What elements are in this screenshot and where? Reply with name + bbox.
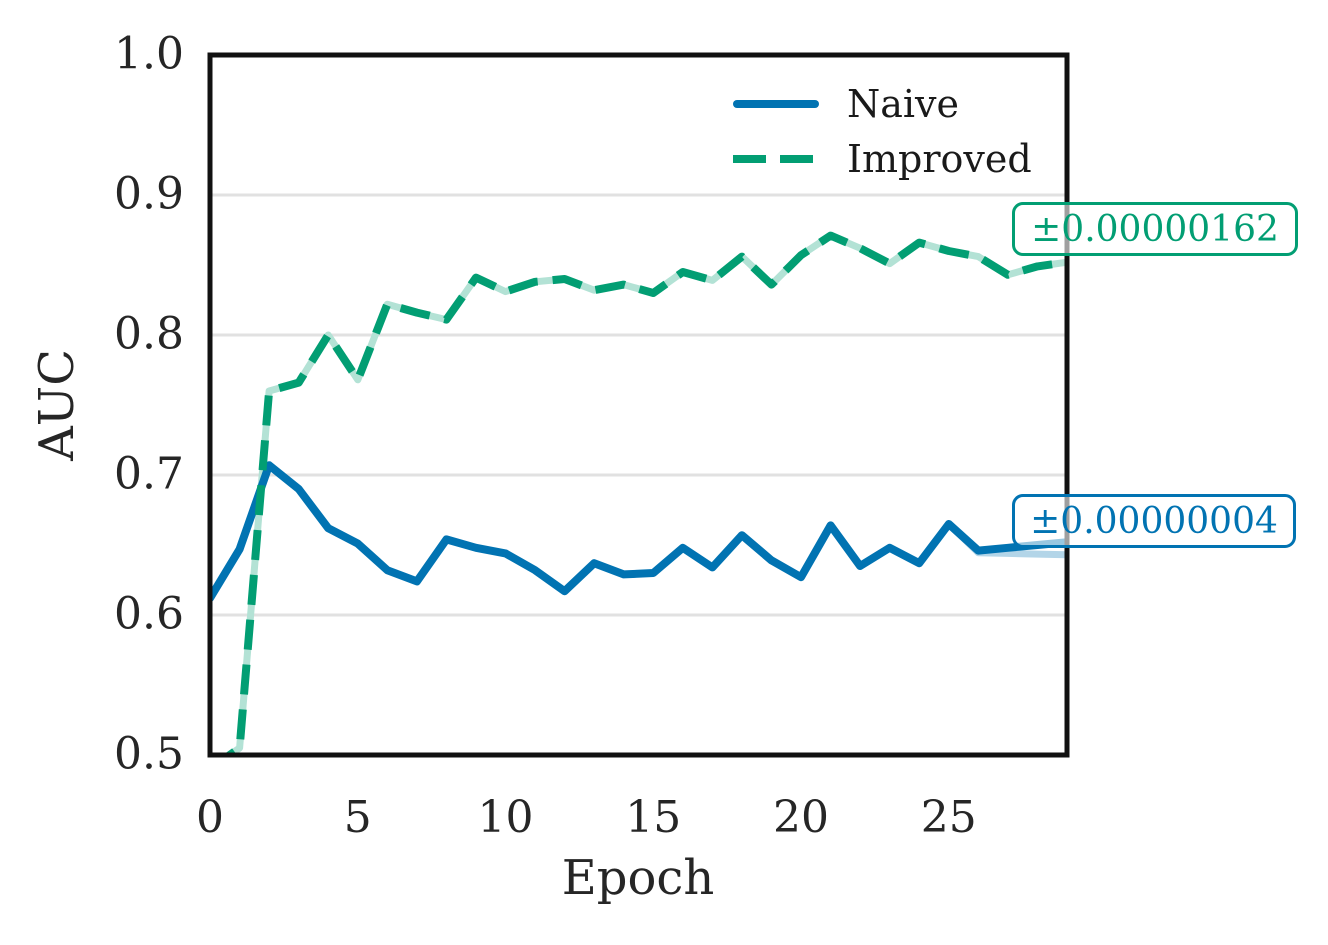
x-tick-label: 15 [625, 792, 682, 843]
x-axis-title: Epoch [561, 850, 715, 906]
x-tick-label: 10 [477, 792, 534, 843]
x-tick-label: 25 [920, 792, 977, 843]
y-tick-label: 0.8 [114, 308, 184, 360]
y-tick-label: 0.6 [114, 588, 184, 640]
x-tick-label: 5 [343, 792, 372, 843]
improved-line-sample-icon [733, 155, 819, 163]
y-tick-label: 0.5 [114, 728, 184, 780]
improved-series-line [222, 231, 1067, 755]
y-tick-label: 0.7 [114, 448, 184, 500]
x-tick-label: 20 [773, 792, 830, 843]
axes-spines [207, 52, 1070, 758]
y-tick-label: 0.9 [114, 168, 184, 220]
naive-std-annotation: ±0.00000004 [1012, 494, 1296, 548]
legend-item-improved: Improved [733, 138, 1032, 180]
improved-std-annotation: ±0.00000162 [1012, 202, 1298, 256]
improved-error-band [223, 232, 1067, 755]
naive-series-line [210, 461, 1067, 603]
y-tick-label: 1.0 [114, 28, 184, 80]
legend-label-improved: Improved [847, 137, 1032, 181]
x-tick-label: 0 [196, 792, 224, 843]
naive-line-sample-icon [733, 100, 819, 108]
legend-item-naive: Naive [733, 83, 1032, 125]
y-axis-title: AUC [29, 349, 85, 461]
legend-label-naive: Naive [847, 82, 960, 126]
legend: Naive Improved [733, 83, 1032, 193]
